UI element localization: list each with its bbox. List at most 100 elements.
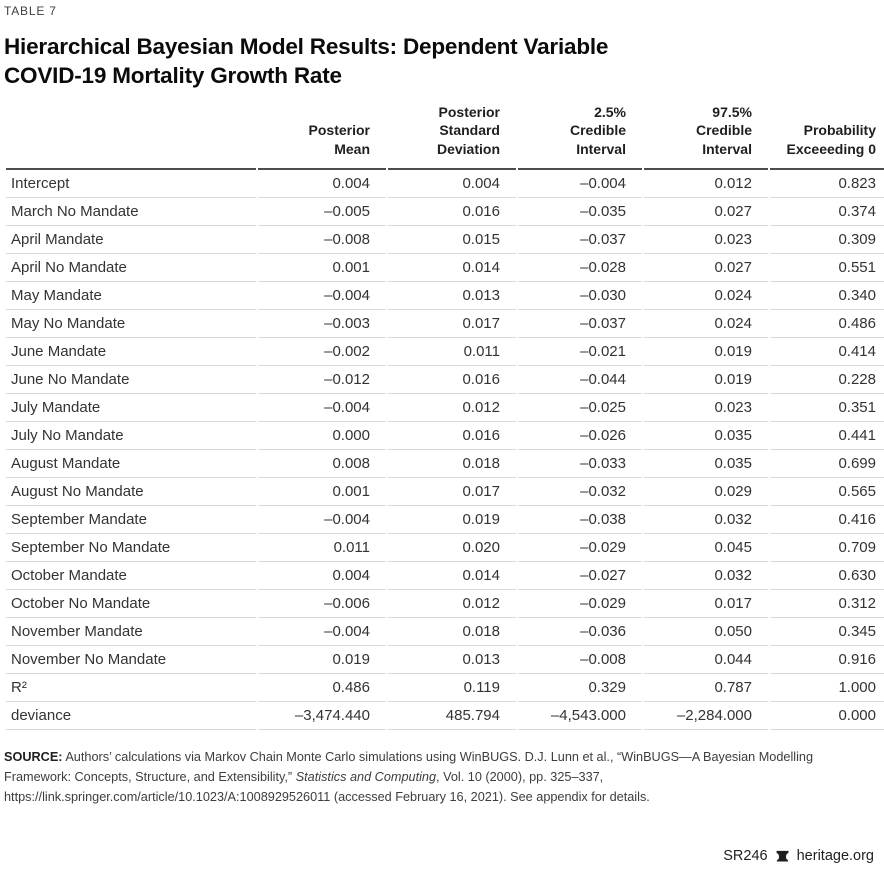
results-table: Posterior Mean Posterior Standard Deviat…	[4, 103, 884, 731]
source-note: SOURCE: Authors’ calculations via Markov…	[4, 747, 880, 807]
cell-value: 0.345	[770, 618, 884, 647]
cell-value: 0.027	[644, 198, 768, 227]
cell-value: 0.012	[388, 394, 516, 423]
cell-value: 0.000	[258, 422, 386, 451]
cell-value: 0.011	[388, 338, 516, 367]
cell-value: 0.018	[388, 450, 516, 479]
table-header-row: Posterior Mean Posterior Standard Deviat…	[6, 103, 884, 171]
cell-value: 0.709	[770, 534, 884, 563]
cell-value: –0.004	[258, 282, 386, 311]
cell-value: 0.565	[770, 478, 884, 507]
cell-value: 0.013	[388, 282, 516, 311]
cell-value: 0.916	[770, 646, 884, 675]
table-row: November No Mandate 0.019 0.013 –0.008 0.044…	[6, 646, 884, 675]
cell-value: 0.004	[388, 170, 516, 199]
source-text-continued: , Vol. 10 (2000), pp. 325–337, https://l…	[4, 770, 650, 805]
cell-value: 0.032	[644, 506, 768, 535]
row-label: April No Mandate	[6, 254, 256, 283]
cell-value: 0.050	[644, 618, 768, 647]
row-label: October Mandate	[6, 562, 256, 591]
table-row: May Mandate –0.004 0.013 –0.030 0.024 0.340	[6, 282, 884, 311]
table-row: August No Mandate 0.001 0.017 –0.032 0.029 0.…	[6, 478, 884, 507]
table-row: April No Mandate 0.001 0.014 –0.028 0.027 0.5…	[6, 254, 884, 283]
cell-value: 0.699	[770, 450, 884, 479]
table-row: April Mandate –0.008 0.015 –0.037 0.023 0.309	[6, 226, 884, 255]
cell-value: 0.015	[388, 226, 516, 255]
source-text: Authors’ calculations via Markov Chain M…	[4, 750, 814, 785]
table-row: deviance –3,474.440 485.794 –4,543.000 –2,28…	[6, 702, 884, 731]
cell-value: 1.000	[770, 674, 884, 703]
table-row: September No Mandate 0.011 0.020 –0.029 0.04…	[6, 534, 884, 563]
table-row: October Mandate 0.004 0.014 –0.027 0.032 0.63…	[6, 562, 884, 591]
cell-value: 0.008	[258, 450, 386, 479]
cell-value: 0.016	[388, 198, 516, 227]
cell-value: –0.033	[518, 450, 642, 479]
cell-value: –0.002	[258, 338, 386, 367]
cell-value: 0.312	[770, 590, 884, 619]
cell-value: –0.004	[258, 618, 386, 647]
row-label: June No Mandate	[6, 366, 256, 395]
cell-value: 0.001	[258, 254, 386, 283]
cell-value: 0.044	[644, 646, 768, 675]
cell-value: 0.017	[388, 478, 516, 507]
cell-value: 0.551	[770, 254, 884, 283]
cell-value: 0.014	[388, 562, 516, 591]
col-header-ci-high: 97.5% Credible Interval	[644, 103, 768, 171]
cell-value: 0.329	[518, 674, 642, 703]
cell-value: –0.029	[518, 534, 642, 563]
table-row: September Mandate –0.004 0.019 –0.038 0.032 0…	[6, 506, 884, 535]
cell-value: –0.025	[518, 394, 642, 423]
cell-value: 0.486	[258, 674, 386, 703]
col-header-ci-low: 2.5% Credible Interval	[518, 103, 642, 171]
col-header-posterior-mean: Posterior Mean	[258, 103, 386, 171]
row-label: September No Mandate	[6, 534, 256, 563]
cell-value: 0.019	[258, 646, 386, 675]
table-row: July Mandate –0.004 0.012 –0.025 0.023 0.351	[6, 394, 884, 423]
cell-value: 0.035	[644, 450, 768, 479]
cell-value: 0.823	[770, 170, 884, 199]
cell-value: 0.012	[388, 590, 516, 619]
cell-value: –0.030	[518, 282, 642, 311]
table-title: Hierarchical Bayesian Model Results: Dep…	[4, 34, 609, 89]
cell-value: 0.035	[644, 422, 768, 451]
cell-value: –0.027	[518, 562, 642, 591]
cell-value: 0.014	[388, 254, 516, 283]
cell-value: –0.044	[518, 366, 642, 395]
row-label: August Mandate	[6, 450, 256, 479]
cell-value: 0.045	[644, 534, 768, 563]
cell-value: 0.018	[388, 618, 516, 647]
cell-value: –0.026	[518, 422, 642, 451]
cell-value: 0.019	[644, 366, 768, 395]
cell-value: 0.024	[644, 310, 768, 339]
cell-value: 0.414	[770, 338, 884, 367]
cell-value: 0.374	[770, 198, 884, 227]
liberty-bell-icon	[775, 849, 790, 864]
row-label: November No Mandate	[6, 646, 256, 675]
cell-value: –0.035	[518, 198, 642, 227]
report-id: SR246	[723, 848, 768, 864]
cell-value: 0.013	[388, 646, 516, 675]
row-label: August No Mandate	[6, 478, 256, 507]
cell-value: 0.340	[770, 282, 884, 311]
heritage-site-text: heritage.org	[796, 848, 874, 864]
cell-value: –0.029	[518, 590, 642, 619]
row-label: April Mandate	[6, 226, 256, 255]
table-body: Intercept 0.004 0.004 –0.004 0.012 0.823 March…	[6, 170, 884, 731]
row-label: October No Mandate	[6, 590, 256, 619]
cell-value: 0.017	[644, 590, 768, 619]
cell-value: 0.023	[644, 226, 768, 255]
cell-value: –0.037	[518, 310, 642, 339]
cell-value: 0.416	[770, 506, 884, 535]
cell-value: –0.008	[518, 646, 642, 675]
row-label: March No Mandate	[6, 198, 256, 227]
table-row: June No Mandate –0.012 0.016 –0.044 0.019 0.2…	[6, 366, 884, 395]
table-number-kicker: TABLE 7	[4, 4, 57, 18]
cell-value: 0.000	[770, 702, 884, 731]
row-label: September Mandate	[6, 506, 256, 535]
table-row: July No Mandate 0.000 0.016 –0.026 0.035 0.44…	[6, 422, 884, 451]
table-row: November Mandate –0.004 0.018 –0.036 0.050 0.…	[6, 618, 884, 647]
page-footer: SR246 heritage.org	[723, 848, 874, 864]
row-label: November Mandate	[6, 618, 256, 647]
cell-value: 0.228	[770, 366, 884, 395]
